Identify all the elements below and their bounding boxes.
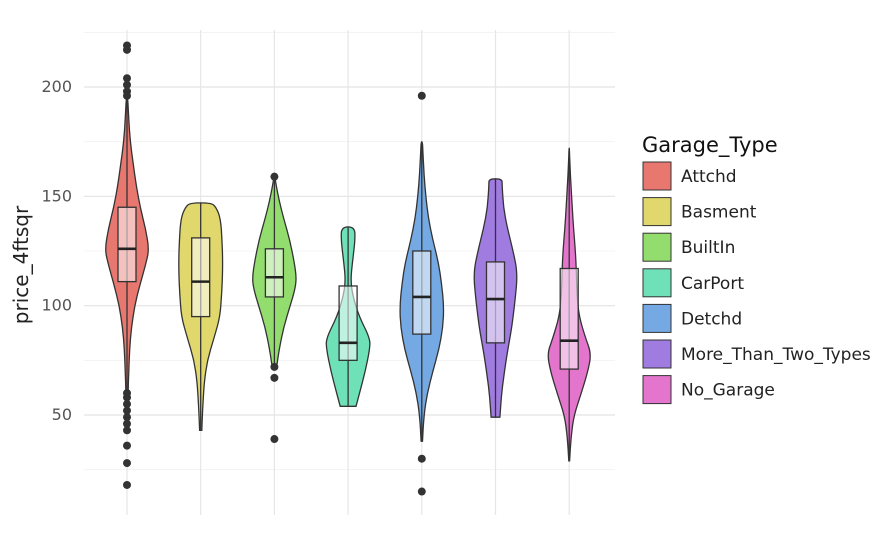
legend-item-carport: CarPort	[642, 268, 744, 298]
legend-swatch	[642, 303, 672, 333]
outlier-point	[123, 413, 131, 422]
outlier-point	[123, 74, 131, 83]
legend-item-builtin: BuiltIn	[642, 232, 735, 262]
violin-group-detchd	[399, 91, 445, 496]
legend-label: Detchd	[681, 309, 742, 329]
outlier-point	[123, 426, 131, 435]
iqr-box	[485, 261, 506, 344]
outlier-point	[417, 91, 426, 100]
outlier-point	[123, 45, 131, 54]
y-tick-label: 150	[41, 186, 72, 205]
violin-group-attchd	[105, 41, 149, 489]
violin-group-no_garage	[547, 147, 591, 462]
legend-label: BuiltIn	[681, 238, 735, 258]
legend-swatch	[642, 268, 672, 298]
legend-title: Garage_Type	[642, 133, 778, 158]
legend-item-more_than_two_types: More_Than_Two_Types	[642, 339, 871, 369]
legend-label: Attchd	[681, 167, 737, 187]
legend-label: More_Than_Two_Types	[681, 345, 871, 365]
legend-label: Basment	[681, 203, 757, 223]
outlier-point	[417, 487, 426, 496]
y-tick-label: 50	[52, 405, 72, 424]
outlier-point	[123, 400, 131, 409]
violin-group-basment	[178, 202, 224, 431]
outlier-point	[270, 435, 279, 444]
iqr-box	[412, 250, 432, 335]
y-axis-title: price_4ftsqr	[9, 205, 33, 324]
outlier-point	[123, 459, 131, 468]
iqr-box	[117, 206, 137, 283]
iqr-box	[559, 267, 579, 370]
outlier-point	[270, 373, 279, 382]
violin-group-more_than_two_types	[473, 178, 518, 418]
legend: Garage_Type Attchd Basment BuiltIn CarPort D…	[642, 133, 871, 405]
y-tick-label: 100	[41, 296, 72, 315]
outlier-point	[270, 172, 279, 181]
iqr-box	[264, 248, 285, 298]
legend-swatch	[642, 339, 672, 369]
outlier-point	[123, 80, 131, 89]
outlier-point	[417, 454, 426, 463]
y-tick-label: 200	[41, 77, 72, 96]
y-axis: 50 100 150 200	[41, 77, 72, 424]
outlier-point	[123, 419, 131, 428]
iqr-box	[191, 237, 211, 318]
legend-swatch	[642, 161, 672, 191]
legend-label: No_Garage	[681, 381, 775, 401]
violin-layer	[105, 41, 591, 496]
legend-item-detchd: Detchd	[642, 303, 742, 333]
outlier-point	[123, 441, 131, 450]
iqr-box	[338, 285, 358, 361]
legend-item-no_garage: No_Garage	[642, 375, 775, 405]
legend-swatch	[642, 197, 672, 227]
outlier-point	[123, 406, 131, 415]
outlier-point	[123, 91, 131, 100]
outlier-point	[123, 393, 131, 402]
legend-swatch	[642, 375, 672, 405]
legend-item-basment: Basment	[642, 197, 757, 227]
outlier-point	[270, 362, 279, 371]
violin-group-carport	[325, 226, 371, 407]
legend-item-attchd: Attchd	[642, 161, 737, 191]
violin-group-builtin	[252, 172, 297, 444]
legend-label: CarPort	[681, 274, 744, 294]
legend-swatch	[642, 232, 672, 262]
outlier-point	[123, 480, 131, 489]
